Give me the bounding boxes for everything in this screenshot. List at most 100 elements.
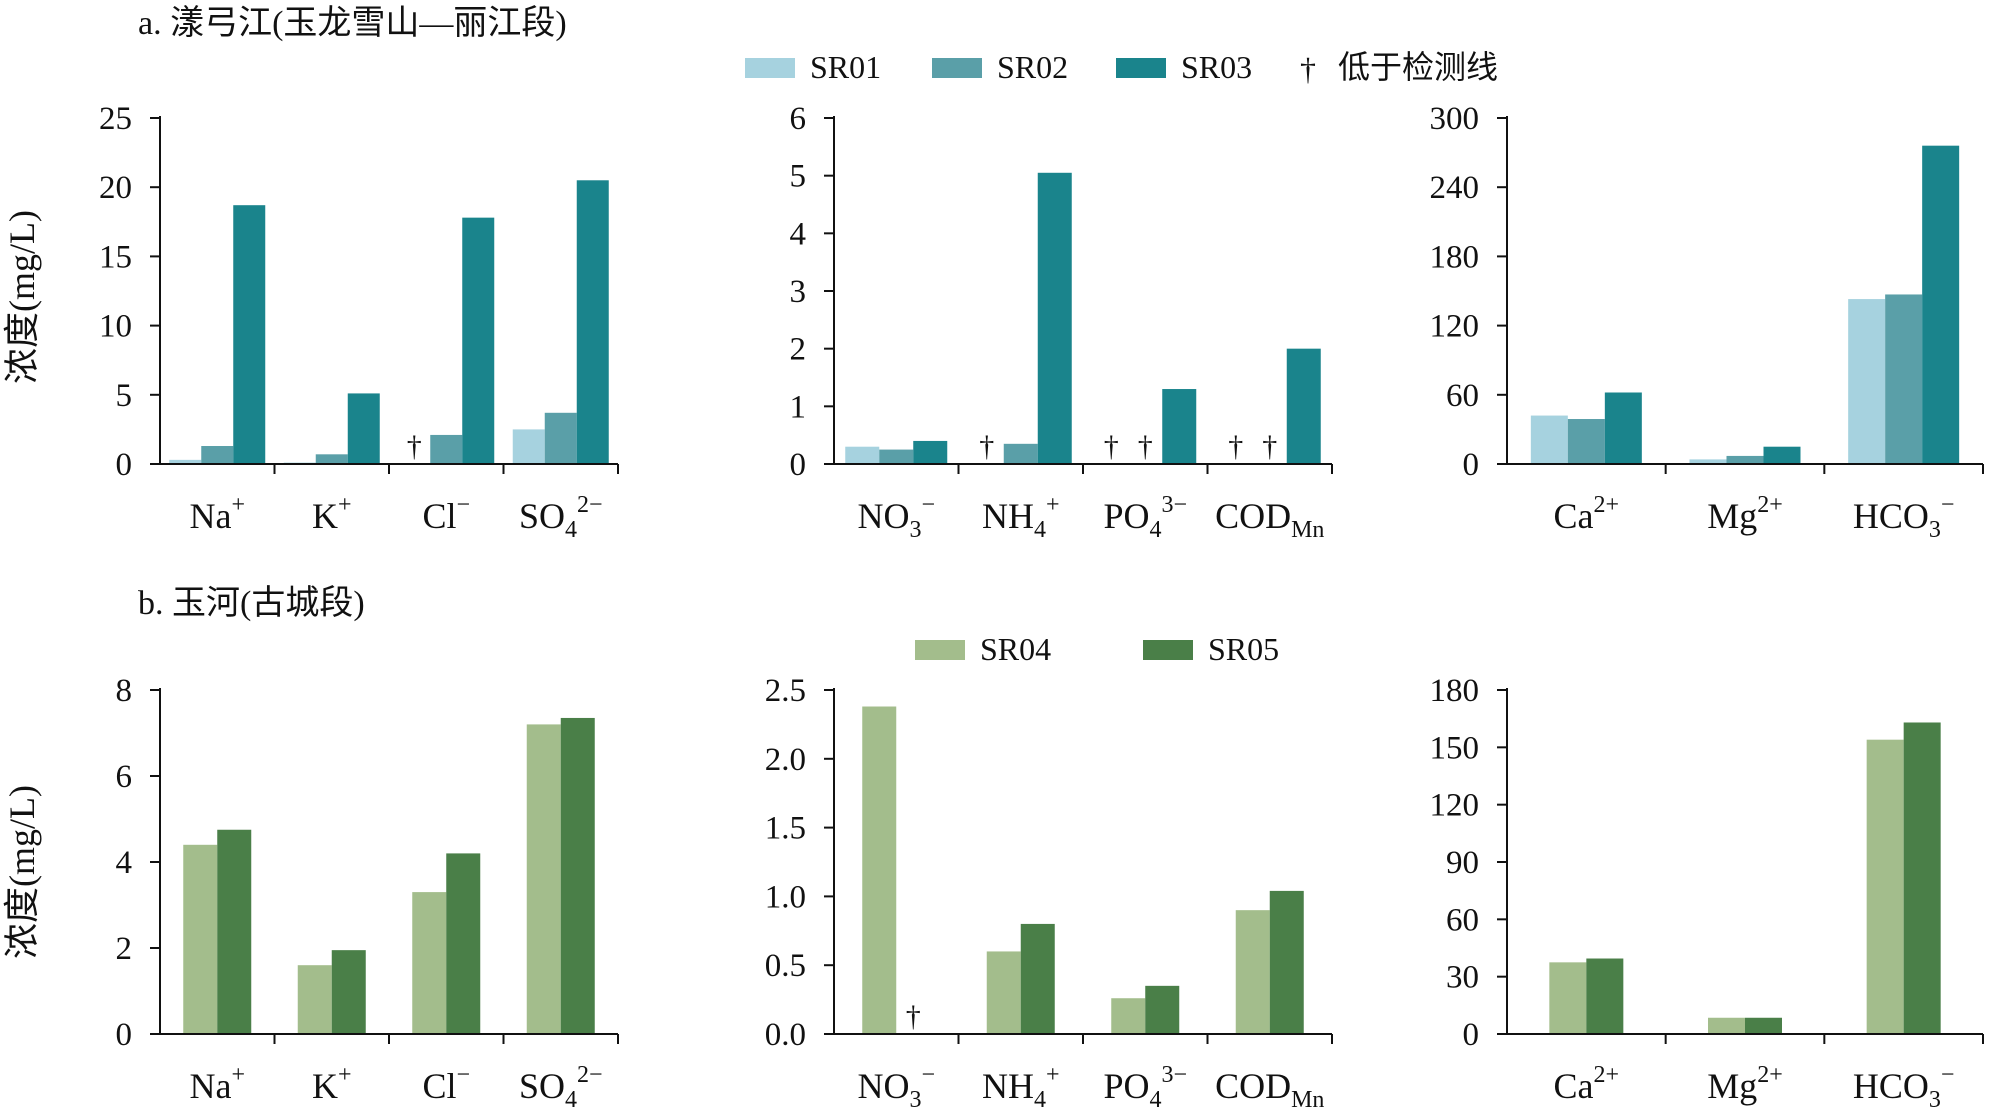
bar-sr04 [1235,910,1270,1034]
y-tick-label: 6 [116,759,133,795]
below-detection-marker: † [1262,430,1277,463]
x-tick-label: Na+ [189,1062,245,1106]
panel-a-title: a. 漾弓江(玉龙雪山—丽江段) [138,4,567,42]
x-tick-label: Mg2+ [1707,492,1783,536]
bar-sr01 [512,429,545,464]
y-tick-label: 8 [116,673,133,709]
y-tick-label: 0 [790,447,807,483]
bar-sr03 [1162,389,1197,464]
bar-sr05 [1586,958,1624,1034]
y-tick-label: 2 [790,332,807,368]
bar-sr03 [576,180,609,464]
chart-a-2: † † † † † 0 1 2 3 4 5 6 NO3− NH4+ PO43− CODMn [790,101,1333,543]
y-tick-label: 30 [1446,960,1479,996]
y-tick-label: 0 [116,1017,133,1053]
y-tick-label: 0 [1463,447,1480,483]
y-tick-label: 0 [1463,1017,1480,1053]
y-tick-label: 90 [1446,845,1479,881]
x-tick-label: SO42− [519,1062,603,1113]
y-tick-label: 60 [1446,902,1479,938]
below-detection-marker: † [1228,430,1243,463]
bar-sr03 [1286,348,1321,464]
legend-b-swatch-sr04 [915,640,965,660]
legend-a-label-sr03: SR03 [1181,49,1252,85]
x-tick-label: NO3− [857,1062,935,1113]
y-tick-label: 1.0 [765,879,806,915]
bar-sr04 [526,724,561,1034]
y-tick-label: 1.5 [765,811,806,847]
y-tick-label: 15 [99,239,132,275]
bar-sr01 [1848,299,1886,464]
legend-b-label-sr05: SR05 [1208,631,1279,667]
bar-sr03 [233,205,266,464]
legend-a-swatch-sr03 [1116,58,1166,78]
x-tick-label: NH4+ [982,1062,1060,1113]
y-tick-label: 60 [1446,378,1479,414]
bar-sr02 [1885,294,1923,464]
panel-a-ylabel: 浓度(mg/L) [2,210,42,384]
below-detection-marker: † [979,430,994,463]
y-tick-label: 180 [1430,673,1480,709]
bar-sr03 [913,440,948,464]
y-tick-label: 240 [1430,170,1480,206]
y-tick-label: 4 [790,216,807,252]
bar-sr04 [297,965,332,1034]
bar-sr04 [1866,739,1904,1034]
bar-sr05 [1269,890,1304,1034]
bar-sr05 [331,950,366,1034]
y-tick-label: 10 [99,309,132,345]
x-tick-label: SO42− [519,492,603,543]
bar-sr02 [879,449,914,464]
chart-b-3: 0 30 60 90 120 150 180 Ca2+ Mg2+ HCO3− [1430,673,1984,1113]
bar-sr01 [1530,415,1568,464]
chart-a-1: † 0 5 10 15 20 25 Na+ K+ Cl− SO42− [99,101,619,543]
bar-sr01 [845,446,880,464]
y-tick-label: 0 [116,447,133,483]
y-tick-label: 1 [790,389,807,425]
x-tick-label: Ca2+ [1554,1062,1620,1106]
y-tick-label: 6 [790,101,807,137]
y-tick-label: 180 [1430,239,1480,275]
x-tick-label: Mg2+ [1707,1062,1783,1106]
x-tick-label: PO43− [1103,492,1187,543]
y-tick-label: 5 [790,159,807,195]
bar-sr02 [1726,455,1764,464]
y-tick-label: 120 [1430,309,1480,345]
bar-sr02 [201,446,234,464]
bar-sr05 [1020,923,1055,1034]
y-tick-label: 5 [116,378,133,414]
bar-sr05 [1145,985,1180,1034]
legend-a-swatch-sr01 [745,58,795,78]
chart-a-3: 0 60 120 180 240 300 Ca2+ Mg2+ HCO3− [1430,101,1984,543]
y-tick-label: 4 [116,845,133,881]
bar-sr05 [1745,1017,1782,1034]
chart-b-2: † 0.0 0.5 1.0 1.5 2.0 2.5 NO3− NH4+ PO43− CODMn [765,673,1333,1113]
x-tick-label: Ca2+ [1554,492,1620,536]
legend-a-swatch-sr02 [932,58,982,78]
x-tick-label: HCO3− [1853,492,1955,543]
legend-a-label-sr01: SR01 [810,49,881,85]
bar-sr03 [1037,172,1072,465]
bar-sr04 [183,844,218,1034]
panel-b-ylabel: 浓度(mg/L) [2,785,42,959]
bar-sr02 [1003,443,1038,464]
bar-sr03 [1763,446,1801,464]
bar-sr03 [462,217,495,464]
y-tick-label: 2.0 [765,742,806,778]
x-tick-label: CODMn [1215,496,1324,543]
legend-b-swatch-sr05 [1143,640,1193,660]
bar-sr02 [315,454,348,464]
bar-sr04 [862,706,897,1034]
x-tick-label: NO3− [857,492,935,543]
bar-sr02 [430,434,463,464]
x-tick-label: CODMn [1215,1066,1324,1113]
bar-sr03 [1604,392,1642,464]
bar-sr05 [1903,722,1941,1034]
y-tick-label: 25 [99,101,132,137]
bar-sr04 [1111,998,1146,1034]
legend-b-label-sr04: SR04 [980,631,1051,667]
legend-a-label-below-detection: 低于检测线 [1338,49,1498,85]
y-tick-label: 2 [116,931,133,967]
bar-sr05 [446,853,481,1034]
